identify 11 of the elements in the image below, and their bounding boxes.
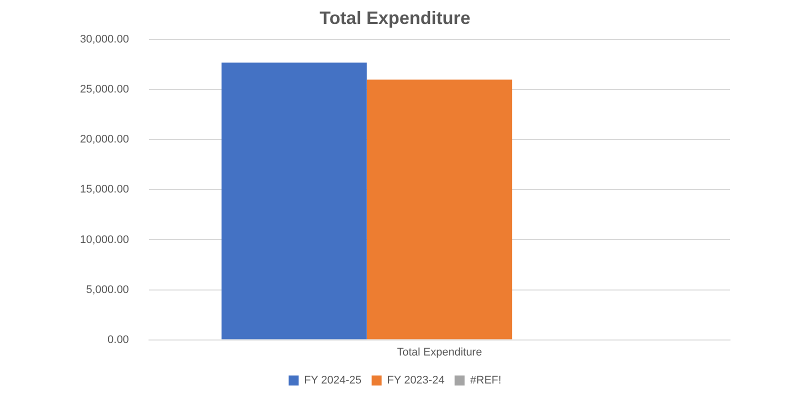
y-tick-label: 5,000.00 [86,284,129,296]
y-tick-label: 30,000.00 [80,34,129,46]
y-tick-label: 10,000.00 [80,234,129,246]
y-tick-label: 15,000.00 [80,184,129,196]
legend-label: #REF! [470,374,502,387]
legend-label: FY 2023-24 [387,374,444,387]
y-tick-label: 0.00 [108,334,129,346]
y-tick-label: 20,000.00 [80,134,129,146]
y-tick-label: 25,000.00 [80,84,129,96]
chart-title: Total Expenditure [320,8,470,28]
legend-label: FY 2024-25 [304,374,362,387]
